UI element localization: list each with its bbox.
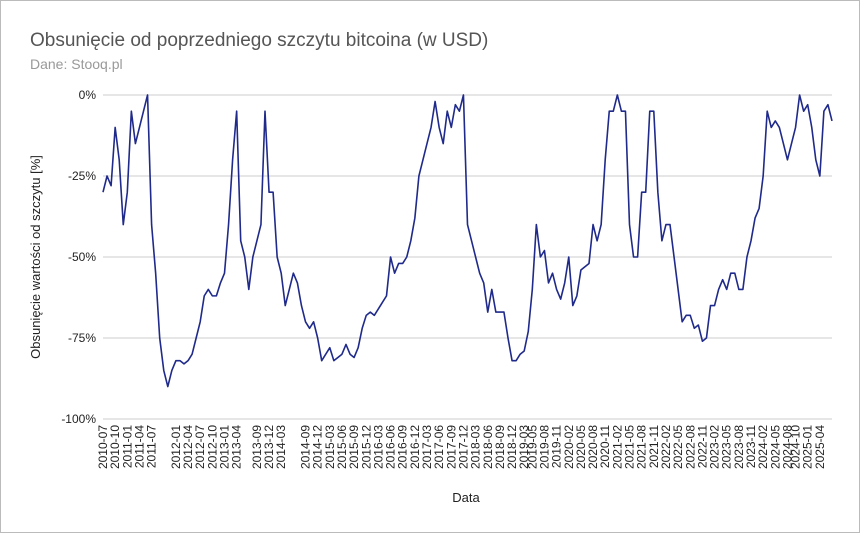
x-tick-label: 2018-09 <box>493 425 507 469</box>
x-tick-label: 2012-07 <box>193 425 207 469</box>
y-tick-label: -100% <box>61 412 96 426</box>
x-tick-label: 2020-08 <box>586 425 600 469</box>
x-tick-label: 2016-12 <box>408 425 422 469</box>
x-tick-label: 2012-10 <box>205 425 219 469</box>
x-tick-label: 2021-05 <box>623 425 637 469</box>
y-tick-label: -75% <box>68 331 96 345</box>
x-tick-label: 2013-01 <box>218 425 232 469</box>
x-tick-label: 2024-10 <box>789 425 803 469</box>
x-tick-label: 2024-08 <box>780 425 794 469</box>
x-tick-label: 2020-05 <box>574 425 588 469</box>
x-tick-label: 2017-09 <box>444 425 458 469</box>
y-tick-label: -25% <box>68 169 96 183</box>
x-tick-label: 2019-11 <box>550 425 564 468</box>
y-tick-label: 0% <box>79 88 97 102</box>
x-tick-label: 2015-12 <box>359 425 373 469</box>
x-tick-label: 2021-08 <box>635 425 649 469</box>
x-tick-label: 2011-01 <box>120 425 134 468</box>
x-tick-label: 2019-08 <box>537 425 551 469</box>
x-tick-label: 2018-12 <box>505 425 519 469</box>
x-tick-label: 2015-09 <box>347 425 361 469</box>
x-tick-label: 2022-08 <box>683 425 697 469</box>
x-tick-label: 2016-03 <box>371 425 385 469</box>
x-tick-label: 2020-11 <box>598 425 612 468</box>
x-tick-label: 2017-03 <box>420 425 434 469</box>
data-line <box>102 94 833 388</box>
x-tick-label: 2024-02 <box>756 425 770 469</box>
x-tick-label: 2023-08 <box>732 425 746 469</box>
x-tick-label: 2016-09 <box>396 425 410 469</box>
x-tick-label: 2013-09 <box>250 425 264 469</box>
chart-title: Obsunięcie od poprzedniego szczytu bitco… <box>30 30 488 51</box>
x-tick-label: 2012-04 <box>181 425 195 469</box>
x-tick-label: 2014-12 <box>311 425 325 469</box>
x-tick-label: 2020-02 <box>562 425 576 469</box>
x-tick-label: 2012-01 <box>169 425 183 469</box>
x-tick-label: 2018-06 <box>481 425 495 469</box>
x-tick-label: 2014-09 <box>299 425 313 469</box>
x-tick-label: 2023-11 <box>744 425 758 468</box>
x-tick-label: 2025-04 <box>813 425 827 469</box>
x-tick-label: 2021-02 <box>610 425 624 469</box>
x-tick-label: 2025-01 <box>801 425 815 469</box>
x-tick-label: 2017-06 <box>432 425 446 469</box>
x-tick-label: 2010-07 <box>96 425 110 469</box>
x-tick-label: 2022-02 <box>659 425 673 469</box>
x-tick-label: 2013-12 <box>262 425 276 469</box>
x-tick-label: 2024-05 <box>768 425 782 469</box>
x-tick-label: 2011-07 <box>145 425 159 468</box>
x-tick-label: 2021-11 <box>647 425 661 468</box>
x-tick-label: 2022-11 <box>695 425 709 468</box>
x-tick-label: 2013-04 <box>230 425 244 469</box>
x-tick-label: 2023-02 <box>708 425 722 469</box>
x-tick-label: 2017-12 <box>456 425 470 469</box>
x-tick-label: 2016-06 <box>384 425 398 469</box>
x-tick-label: 2019-03 <box>517 425 531 469</box>
x-tick-label: 2014-03 <box>274 425 288 469</box>
y-tick-label: -50% <box>68 250 96 264</box>
x-tick-label: 2010-10 <box>108 425 122 469</box>
x-tick-label: 2015-06 <box>335 425 349 469</box>
x-tick-label: 2015-03 <box>323 425 337 469</box>
x-tick-label: 2018-03 <box>469 425 483 469</box>
chart-subtitle: Dane: Stooq.pl <box>30 56 123 72</box>
x-tick-label: 2023-05 <box>720 425 734 469</box>
x-axis-label: Data <box>452 490 480 505</box>
x-tick-label: 2019-05 <box>525 425 539 469</box>
x-tick-label: 2011-04 <box>132 425 146 468</box>
y-axis-label: Obsunięcie wartości od szczytu [%] <box>28 155 43 359</box>
x-tick-label: 2022-05 <box>671 425 685 469</box>
